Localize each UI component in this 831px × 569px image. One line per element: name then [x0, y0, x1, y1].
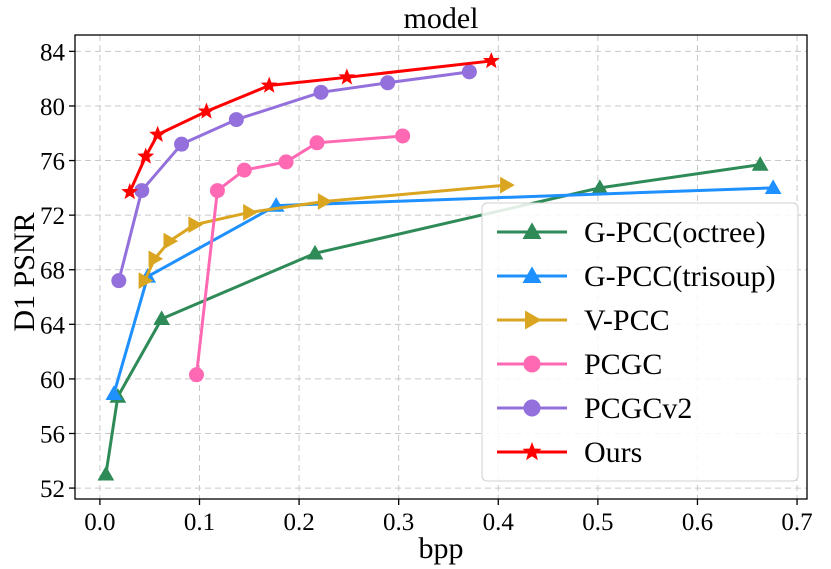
- legend-marker-g-pcc-octree: [522, 222, 542, 239]
- series-pcgc: [189, 128, 411, 383]
- x-tick-label: 0.2: [283, 509, 314, 536]
- tick-layer: 0.0 0.1 0.2 0.3 0.4 0.5 0.6 0.7 52 56 60 64 68 72 76 80…: [40, 39, 813, 536]
- legend-box: [481, 202, 799, 482]
- data-point-v-pcc: [243, 204, 258, 221]
- data-point-pcgc: [236, 162, 252, 178]
- data-point-ours: [260, 76, 278, 93]
- data-point-pcgcv2: [174, 136, 190, 152]
- data-point-pcgcv2: [313, 84, 329, 100]
- data-point-g-pcc-trisoup: [105, 385, 123, 401]
- data-point-pcgcv2: [461, 64, 477, 80]
- data-point-v-pcc: [500, 176, 515, 194]
- legend-label-g-pcc-trisoup: G-PCC(trisoup): [584, 260, 776, 293]
- x-tick-label: 0.6: [682, 509, 713, 536]
- legend-item-v-pcc: V-PCC: [497, 304, 670, 337]
- x-tick-label: 0.4: [483, 509, 515, 536]
- series-pcgcv2: [111, 64, 477, 289]
- data-point-ours: [137, 147, 155, 164]
- data-point-ours: [482, 52, 500, 69]
- y-tick-label: 64: [40, 312, 66, 339]
- data-point-pcgc: [309, 135, 325, 151]
- data-point-v-pcc: [163, 232, 179, 250]
- data-point-pcgc: [209, 183, 225, 199]
- series-layer: [97, 52, 782, 481]
- legend-item-pcgcv2: PCGCv2: [497, 392, 692, 425]
- y-tick-label: 60: [40, 367, 65, 394]
- data-point-ours: [198, 102, 215, 119]
- y-tick-label: 68: [40, 258, 65, 285]
- data-point-v-pcc: [188, 216, 204, 234]
- x-tick-label: 0.1: [184, 509, 215, 536]
- y-tick-label: 76: [40, 149, 65, 176]
- data-point-g-pcc-octree: [153, 310, 171, 325]
- y-tick-label: 56: [40, 421, 65, 448]
- data-point-g-pcc-trisoup: [764, 179, 782, 194]
- chart-title: model: [404, 2, 479, 35]
- data-point-pcgc: [189, 367, 205, 383]
- x-tick-label: 0.7: [781, 509, 812, 536]
- data-point-ours: [149, 125, 167, 142]
- y-axis-label: D1 PSNR: [8, 212, 41, 331]
- x-tick-label: 0.3: [383, 509, 414, 536]
- legend-marker-v-pcc: [525, 310, 542, 330]
- series-line-pcgc: [195, 134, 403, 375]
- series-ours: [121, 52, 500, 200]
- y-tick-label: 80: [40, 94, 65, 121]
- data-point-g-pcc-octree: [306, 244, 324, 260]
- x-axis-label: bpp: [419, 532, 464, 565]
- legend-label-pcgc: PCGC: [584, 348, 662, 381]
- x-tick-label: 0.5: [582, 509, 613, 536]
- data-point-pcgcv2: [134, 183, 150, 199]
- data-point-pcgc: [395, 128, 411, 144]
- y-tick-label: 84: [40, 39, 66, 66]
- data-point-pcgc: [278, 154, 294, 170]
- data-point-v-pcc: [148, 250, 164, 268]
- legend-marker-pcgc: [523, 355, 541, 373]
- legend-marker-ours: [522, 441, 542, 461]
- data-point-ours: [338, 68, 356, 85]
- legend-label-g-pcc-octree: G-PCC(octree): [584, 216, 766, 249]
- y-tick-label: 72: [40, 203, 65, 230]
- legend: G-PCC(octree) G-PCC(trisoup) V-PCC PCGC PCGC…: [481, 202, 799, 482]
- series-line-g-pcc-octree: [104, 163, 761, 475]
- series-v-pcc: [138, 176, 515, 290]
- legend-marker-pcgcv2: [523, 399, 541, 417]
- data-point-pcgcv2: [111, 273, 127, 289]
- legend-item-ours: Ours: [497, 436, 642, 469]
- series-g-pcc-octree: [97, 156, 769, 481]
- data-point-g-pcc-octree: [751, 156, 769, 171]
- y-tick-label: 52: [40, 476, 65, 503]
- legend-label-v-pcc: V-PCC: [584, 304, 670, 337]
- data-point-g-pcc-octree: [97, 465, 115, 481]
- x-tick-label: 0.0: [84, 509, 115, 536]
- data-point-v-pcc: [317, 193, 333, 210]
- data-point-pcgcv2: [228, 112, 244, 128]
- plot-frame: [74, 34, 808, 500]
- legend-label-pcgcv2: PCGCv2: [584, 392, 692, 425]
- data-point-ours: [121, 183, 139, 200]
- legend-label-ours: Ours: [584, 436, 642, 469]
- legend-marker-g-pcc-trisoup: [522, 266, 542, 283]
- legend-item-g-pcc-trisoup: G-PCC(trisoup): [497, 260, 776, 293]
- data-point-pcgcv2: [380, 75, 396, 91]
- data-point-v-pcc: [138, 272, 154, 290]
- series-line-ours: [128, 59, 492, 193]
- legend-item-g-pcc-octree: G-PCC(octree): [497, 216, 766, 249]
- legend-item-pcgc: PCGC: [497, 348, 662, 381]
- series-line-pcgcv2: [117, 70, 470, 282]
